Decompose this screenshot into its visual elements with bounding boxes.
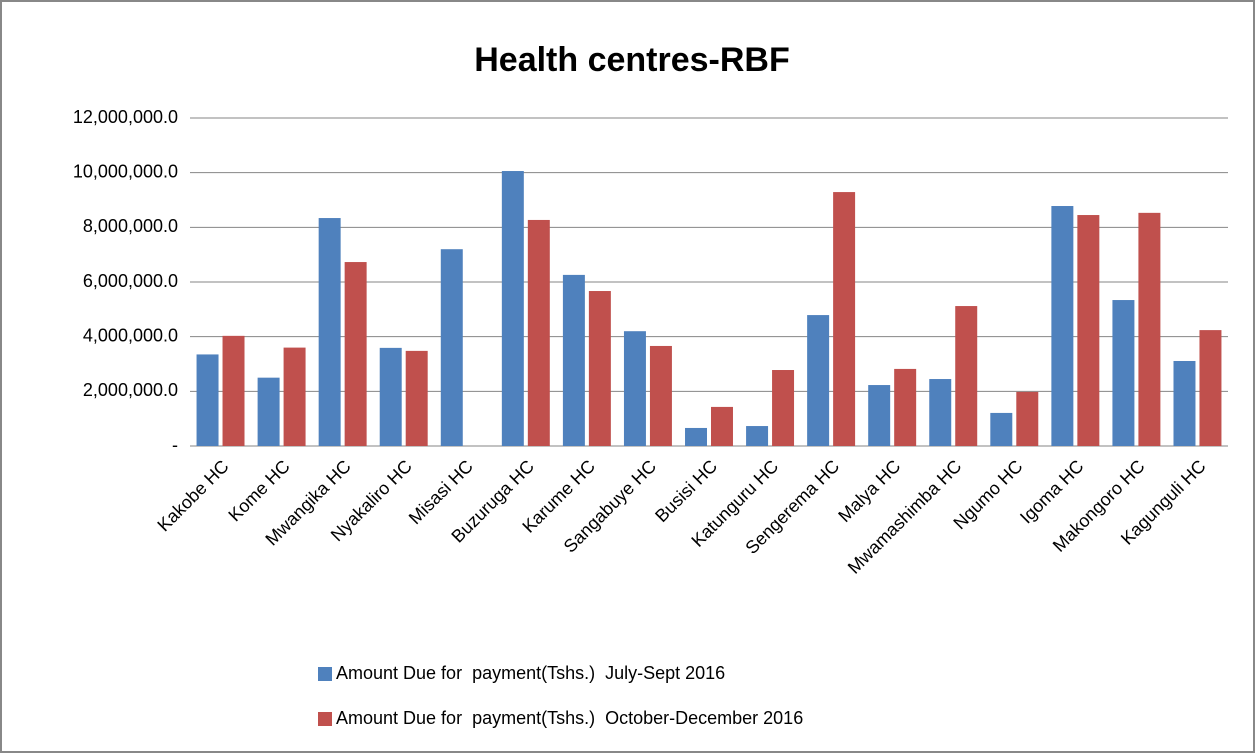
y-tick-label: 6,000,000.0 [83,271,178,291]
bar [196,354,219,446]
bar [746,426,769,446]
legend-label: Amount Due for payment(Tshs.) July-Sept … [336,663,725,683]
bar [929,379,952,446]
bar [1112,300,1135,446]
bar [1016,391,1039,446]
bar [990,412,1013,446]
bar [1051,206,1074,446]
bar [955,306,978,446]
bar [1173,360,1196,446]
bar [283,347,306,446]
bar [344,262,367,446]
bar [405,350,428,446]
legend-swatch [318,712,332,726]
bar [1138,212,1161,446]
bar [1077,215,1100,446]
y-tick-label: 4,000,000.0 [83,325,178,345]
bar [379,347,402,446]
y-tick-label: 12,000,000.0 [73,107,178,127]
legend-label: Amount Due for payment(Tshs.) October-De… [336,708,803,728]
bar [868,385,891,446]
bar [685,427,707,446]
bar [318,218,341,446]
bar [623,331,646,446]
bar [501,171,524,446]
bar [588,291,611,446]
bar [649,345,672,446]
bar [772,370,795,446]
chart-title: Health centres-RBF [474,41,790,79]
bar [711,406,733,446]
bar [833,192,856,446]
y-tick-label: 2,000,000.0 [83,380,178,400]
bar [894,368,917,446]
bar [807,315,830,446]
bar [257,377,280,446]
bar [562,274,585,446]
legend-swatch [318,667,332,681]
y-tick-label: 8,000,000.0 [83,216,178,236]
bar [440,249,463,446]
bar [222,335,245,446]
bar [527,219,550,446]
y-tick-label: 10,000,000.0 [73,161,178,181]
bar [1199,330,1222,446]
y-tick-label: - [172,435,178,455]
